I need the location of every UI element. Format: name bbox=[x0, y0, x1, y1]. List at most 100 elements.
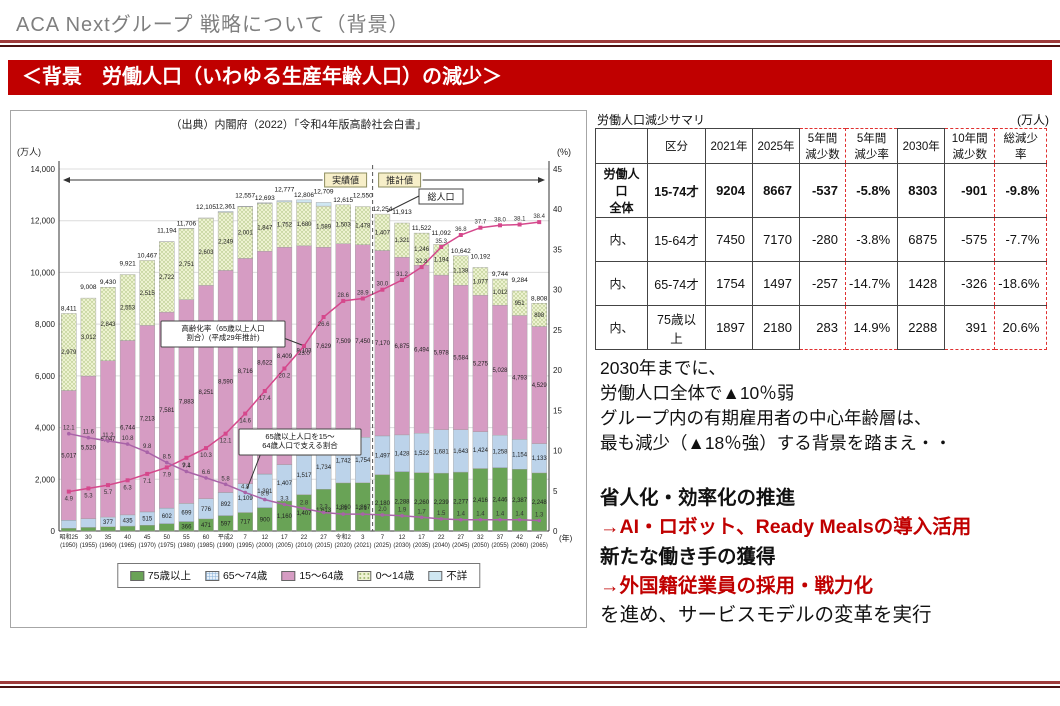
summary-col-header: 5年間 減少率 bbox=[844, 128, 899, 164]
value-cell: 1497 bbox=[752, 261, 800, 306]
svg-text:9.8: 9.8 bbox=[143, 444, 152, 450]
bar-segment bbox=[159, 523, 175, 532]
bar-segment bbox=[453, 255, 469, 286]
svg-text:3: 3 bbox=[361, 535, 365, 541]
value-cell: 2180 bbox=[752, 305, 800, 350]
legend-item: 65～74歳 bbox=[204, 568, 267, 583]
bar-segment bbox=[80, 297, 97, 377]
legend-label: 不詳 bbox=[446, 570, 468, 582]
summary-row: 内、 75歳以上 1897 2180 283 14.9% 2288 391 20.6% bbox=[595, 305, 1048, 350]
svg-text:30: 30 bbox=[553, 286, 562, 295]
svg-text:2,260: 2,260 bbox=[414, 500, 430, 506]
svg-text:30: 30 bbox=[85, 535, 92, 541]
svg-text:(2015): (2015) bbox=[315, 543, 332, 549]
svg-text:12,361: 12,361 bbox=[216, 203, 236, 210]
svg-text:1,754: 1,754 bbox=[355, 458, 371, 464]
value-cell: 1897 bbox=[705, 305, 753, 350]
svg-text:(1950): (1950) bbox=[60, 543, 77, 549]
svg-text:7.1: 7.1 bbox=[143, 479, 152, 485]
svg-text:37: 37 bbox=[497, 535, 504, 541]
svg-text:38.1: 38.1 bbox=[514, 217, 526, 223]
value-cell: 283 bbox=[799, 305, 846, 350]
summary-col-header: 2021年 bbox=[705, 128, 753, 164]
summary-col-header: 2025年 bbox=[752, 128, 800, 164]
value-cell: -5.8% bbox=[844, 163, 899, 218]
svg-text:471: 471 bbox=[201, 523, 212, 529]
action-line: →外国籍従業員の採用・戦力化 bbox=[600, 574, 874, 597]
svg-text:1,589: 1,589 bbox=[316, 225, 332, 231]
bar-segment bbox=[217, 211, 234, 213]
svg-text:14.6: 14.6 bbox=[239, 419, 251, 425]
svg-text:9,744: 9,744 bbox=[492, 271, 509, 278]
svg-text:9.1: 9.1 bbox=[182, 463, 191, 469]
svg-text:699: 699 bbox=[181, 511, 192, 517]
actual-values-label bbox=[324, 172, 368, 188]
svg-text:900: 900 bbox=[260, 517, 271, 523]
svg-text:11.6: 11.6 bbox=[83, 430, 95, 436]
value-cell: -14.7% bbox=[844, 261, 899, 306]
svg-text:6,000: 6,000 bbox=[35, 372, 56, 381]
svg-text:(2040): (2040) bbox=[433, 543, 450, 549]
svg-text:2,387: 2,387 bbox=[512, 498, 528, 504]
summary-row: 労働人口 全体 15-74才 9204 8667 -537 -5.8% 8303 -901 -9… bbox=[595, 163, 1048, 218]
category-cell: 75歳以上 bbox=[647, 305, 706, 350]
section-banner: ＜背景 労働人口（いわゆる生産年齢人口）の減少＞ bbox=[8, 60, 1052, 95]
svg-text:38.0: 38.0 bbox=[494, 217, 506, 223]
value-cell: -575 bbox=[944, 217, 996, 262]
top-divider-thick bbox=[0, 40, 1060, 43]
value-cell: 8667 bbox=[752, 163, 800, 218]
value-cell: -901 bbox=[944, 163, 996, 218]
svg-text:(1985): (1985) bbox=[197, 543, 214, 549]
svg-text:45: 45 bbox=[553, 165, 562, 174]
svg-text:60: 60 bbox=[203, 535, 210, 541]
value-cell: 391 bbox=[944, 305, 996, 350]
svg-text:11,194: 11,194 bbox=[157, 228, 177, 235]
svg-text:6.6: 6.6 bbox=[202, 470, 211, 476]
svg-text:2,751: 2,751 bbox=[179, 262, 195, 268]
svg-text:1.4: 1.4 bbox=[457, 512, 466, 518]
bar-segment bbox=[61, 313, 77, 391]
svg-text:0: 0 bbox=[553, 527, 558, 536]
svg-text:35.3: 35.3 bbox=[435, 239, 447, 245]
svg-text:5,275: 5,275 bbox=[473, 362, 489, 368]
summary-col-header bbox=[595, 128, 648, 164]
svg-text:昭和25: 昭和25 bbox=[59, 533, 78, 541]
svg-text:1,681: 1,681 bbox=[434, 449, 450, 455]
svg-text:1.7: 1.7 bbox=[417, 509, 426, 515]
svg-text:10,000: 10,000 bbox=[31, 268, 56, 277]
svg-text:7: 7 bbox=[381, 535, 385, 541]
svg-text:8,411: 8,411 bbox=[61, 306, 77, 313]
value-cell: -18.6% bbox=[994, 261, 1048, 306]
svg-text:35: 35 bbox=[105, 535, 112, 541]
legend-swatch-icon bbox=[204, 570, 219, 581]
svg-text:17.4: 17.4 bbox=[259, 396, 271, 402]
svg-text:28.6: 28.6 bbox=[337, 293, 349, 299]
summary-col-header: 10年間 減少数 bbox=[944, 128, 996, 164]
value-cell: 14.9% bbox=[844, 305, 899, 350]
action-line: 省人化・効率化の推進 bbox=[600, 487, 796, 509]
svg-text:1.4: 1.4 bbox=[496, 512, 505, 518]
svg-text:(1970): (1970) bbox=[139, 543, 156, 549]
svg-text:40: 40 bbox=[553, 205, 562, 214]
svg-text:12,615: 12,615 bbox=[333, 197, 353, 204]
svg-text:5,017: 5,017 bbox=[61, 453, 77, 459]
svg-text:1,407: 1,407 bbox=[277, 481, 293, 487]
bars-layer: 5,0172,9798,4115,5203,0129,0083776,0472,… bbox=[61, 187, 548, 532]
svg-text:30.0: 30.0 bbox=[377, 282, 389, 288]
svg-text:5.8: 5.8 bbox=[221, 476, 230, 482]
svg-text:2.8: 2.8 bbox=[300, 501, 309, 507]
note-line: 2030年までに、 bbox=[600, 358, 726, 378]
svg-text:8,808: 8,808 bbox=[531, 295, 548, 302]
summary-table-unit: (万人) bbox=[1017, 113, 1049, 127]
bottom-divider-thick bbox=[0, 681, 1060, 684]
svg-text:12.1: 12.1 bbox=[63, 426, 75, 432]
bottom-divider-thin bbox=[0, 686, 1060, 688]
svg-text:7,581: 7,581 bbox=[159, 408, 175, 414]
svg-text:515: 515 bbox=[142, 517, 153, 523]
note-line: 最も減少（▲18％強）する背景を踏まえ・・ bbox=[600, 432, 952, 453]
svg-text:20.2: 20.2 bbox=[279, 374, 291, 380]
bar-segment bbox=[80, 518, 97, 528]
legend-swatch-icon bbox=[281, 570, 296, 581]
svg-text:(2060): (2060) bbox=[511, 543, 528, 549]
